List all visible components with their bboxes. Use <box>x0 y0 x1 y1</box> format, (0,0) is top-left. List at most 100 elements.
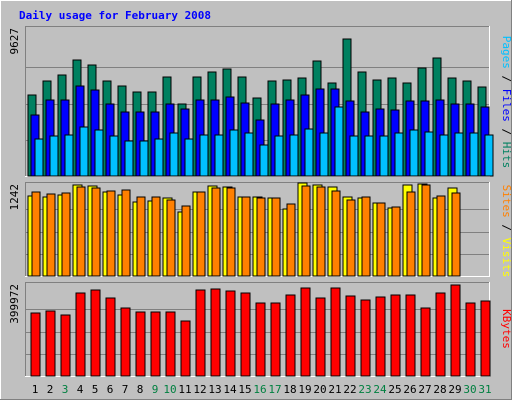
bar-pages-day-14 <box>229 129 239 177</box>
x-tick-label-day-16: 16 <box>253 383 266 396</box>
y-axis-max-label: 9627 <box>8 28 21 55</box>
y-axis-max-label: 1242 <box>8 184 21 211</box>
x-tick-label-day-23: 23 <box>358 383 371 396</box>
bar-kbytes-day-undefined <box>60 314 71 377</box>
x-tick-label-day-5: 5 <box>92 383 99 396</box>
bar-kbytes-day-undefined <box>135 311 146 377</box>
panel-sites-visits: 1242 Sites / Visits <box>8 182 512 277</box>
x-tick-label-day-19: 19 <box>298 383 311 396</box>
x-tick-label-day-29: 29 <box>448 383 461 396</box>
y-axis-max-label: 399972 <box>8 284 21 324</box>
bar-pages-day-17 <box>274 135 284 177</box>
x-tick-label-day-24: 24 <box>373 383 387 396</box>
bar-sites-day-undefined <box>106 190 116 277</box>
x-tick-label-day-27: 27 <box>418 383 431 396</box>
bar-pages-day-15 <box>244 132 254 177</box>
bar-kbytes-day-undefined <box>150 311 161 377</box>
bar-sites-day-undefined <box>451 192 461 277</box>
bar-sites-day-undefined <box>91 187 101 277</box>
panel-pages-files-hits: 9627 Pages / Files / Hits <box>8 26 512 177</box>
bar-kbytes-day-undefined <box>255 302 266 377</box>
x-tick-label-day-7: 7 <box>122 383 129 396</box>
bar-kbytes-day-undefined <box>105 297 116 377</box>
bar-sites-day-undefined <box>31 191 41 277</box>
bar-sites-day-undefined <box>316 186 326 277</box>
bar-kbytes-day-undefined <box>375 296 386 377</box>
bar-sites-day-undefined <box>136 196 146 277</box>
bar-kbytes-day-undefined <box>315 297 326 377</box>
bar-kbytes-day-undefined <box>420 307 431 377</box>
bar-sites-day-undefined <box>196 191 206 277</box>
bar-kbytes-day-undefined <box>390 294 401 377</box>
x-tick-label-day-22: 22 <box>343 383 356 396</box>
bar-pages-day-23 <box>364 135 374 177</box>
legend-entry: Pages <box>500 36 512 69</box>
bar-sites-day-undefined <box>226 187 236 277</box>
bar-pages-day-30 <box>469 132 479 177</box>
bar-kbytes-day-undefined <box>330 287 341 377</box>
bar-pages-day-10 <box>169 132 179 177</box>
bar-kbytes-day-undefined <box>480 300 491 377</box>
bar-kbytes-day-undefined <box>165 311 176 377</box>
bar-sites-day-undefined <box>46 193 56 277</box>
legend-panel-2: KBytes <box>500 309 512 349</box>
bar-sites-day-undefined <box>406 191 416 277</box>
legend-entry: / <box>500 122 512 142</box>
x-tick-label-day-31: 31 <box>478 383 491 396</box>
bar-pages-day-13 <box>214 134 224 177</box>
bar-kbytes-day-undefined <box>285 294 296 377</box>
bar-sites-day-undefined <box>151 196 161 277</box>
bar-kbytes-day-undefined <box>90 289 101 377</box>
x-tick-label-day-25: 25 <box>388 383 401 396</box>
legend-entry: Visits <box>500 238 512 278</box>
x-tick-label-day-8: 8 <box>137 383 144 396</box>
bar-sites-day-undefined <box>76 186 86 277</box>
x-tick-label-day-17: 17 <box>268 383 281 396</box>
bar-sites-day-undefined <box>271 197 281 277</box>
x-tick-label-day-15: 15 <box>238 383 251 396</box>
legend-entry: / <box>500 69 512 89</box>
bar-sites-day-undefined <box>181 205 191 277</box>
bar-sites-day-undefined <box>241 196 251 277</box>
x-tick-label-day-9: 9 <box>152 383 159 396</box>
bar-pages-day-11 <box>184 138 194 177</box>
bar-sites-day-undefined <box>166 199 176 277</box>
bar-pages-day-31 <box>484 134 494 177</box>
bar-pages-day-26 <box>409 129 419 177</box>
bar-sites-day-undefined <box>376 202 386 277</box>
bar-kbytes-day-undefined <box>210 288 221 377</box>
x-tick-label-day-13: 13 <box>208 383 221 396</box>
bar-pages-day-12 <box>199 134 209 177</box>
legend-panel-1: Sites / Visits <box>500 185 512 278</box>
bar-kbytes-day-undefined <box>300 287 311 377</box>
legend-entry: Files <box>500 89 512 122</box>
x-tick-label-day-26: 26 <box>403 383 416 396</box>
x-tick-label-day-2: 2 <box>47 383 54 396</box>
x-tick-label-day-1: 1 <box>32 383 39 396</box>
bar-kbytes-day-undefined <box>270 302 281 377</box>
bar-kbytes-day-undefined <box>465 302 476 377</box>
bar-kbytes-day-undefined <box>45 310 56 377</box>
bar-pages-day-25 <box>394 132 404 177</box>
bar-sites-day-undefined <box>121 189 131 277</box>
x-tick-label-day-20: 20 <box>313 383 326 396</box>
bar-pages-day-6 <box>109 135 119 177</box>
bar-sites-day-undefined <box>61 192 71 277</box>
bar-pages-day-9 <box>154 138 164 177</box>
bar-kbytes-day-undefined <box>450 284 461 377</box>
bar-sites-day-undefined <box>391 206 401 277</box>
bar-pages-day-1 <box>34 138 44 177</box>
x-tick-label-day-21: 21 <box>328 383 341 396</box>
x-tick-label-day-3: 3 <box>62 383 69 396</box>
bar-pages-day-20 <box>319 132 329 177</box>
bar-kbytes-day-undefined <box>345 295 356 377</box>
legend-entry: Hits <box>500 142 512 169</box>
bar-pages-day-19 <box>304 128 314 177</box>
bar-sites-day-undefined <box>436 195 446 277</box>
bar-kbytes-day-undefined <box>30 312 41 377</box>
legend-panel-0: Pages / Files / Hits <box>500 36 512 169</box>
bar-pages-day-8 <box>139 140 149 177</box>
x-tick-label-day-10: 10 <box>163 383 176 396</box>
bar-pages-day-7 <box>124 140 134 177</box>
x-tick-label-day-6: 6 <box>107 383 114 396</box>
